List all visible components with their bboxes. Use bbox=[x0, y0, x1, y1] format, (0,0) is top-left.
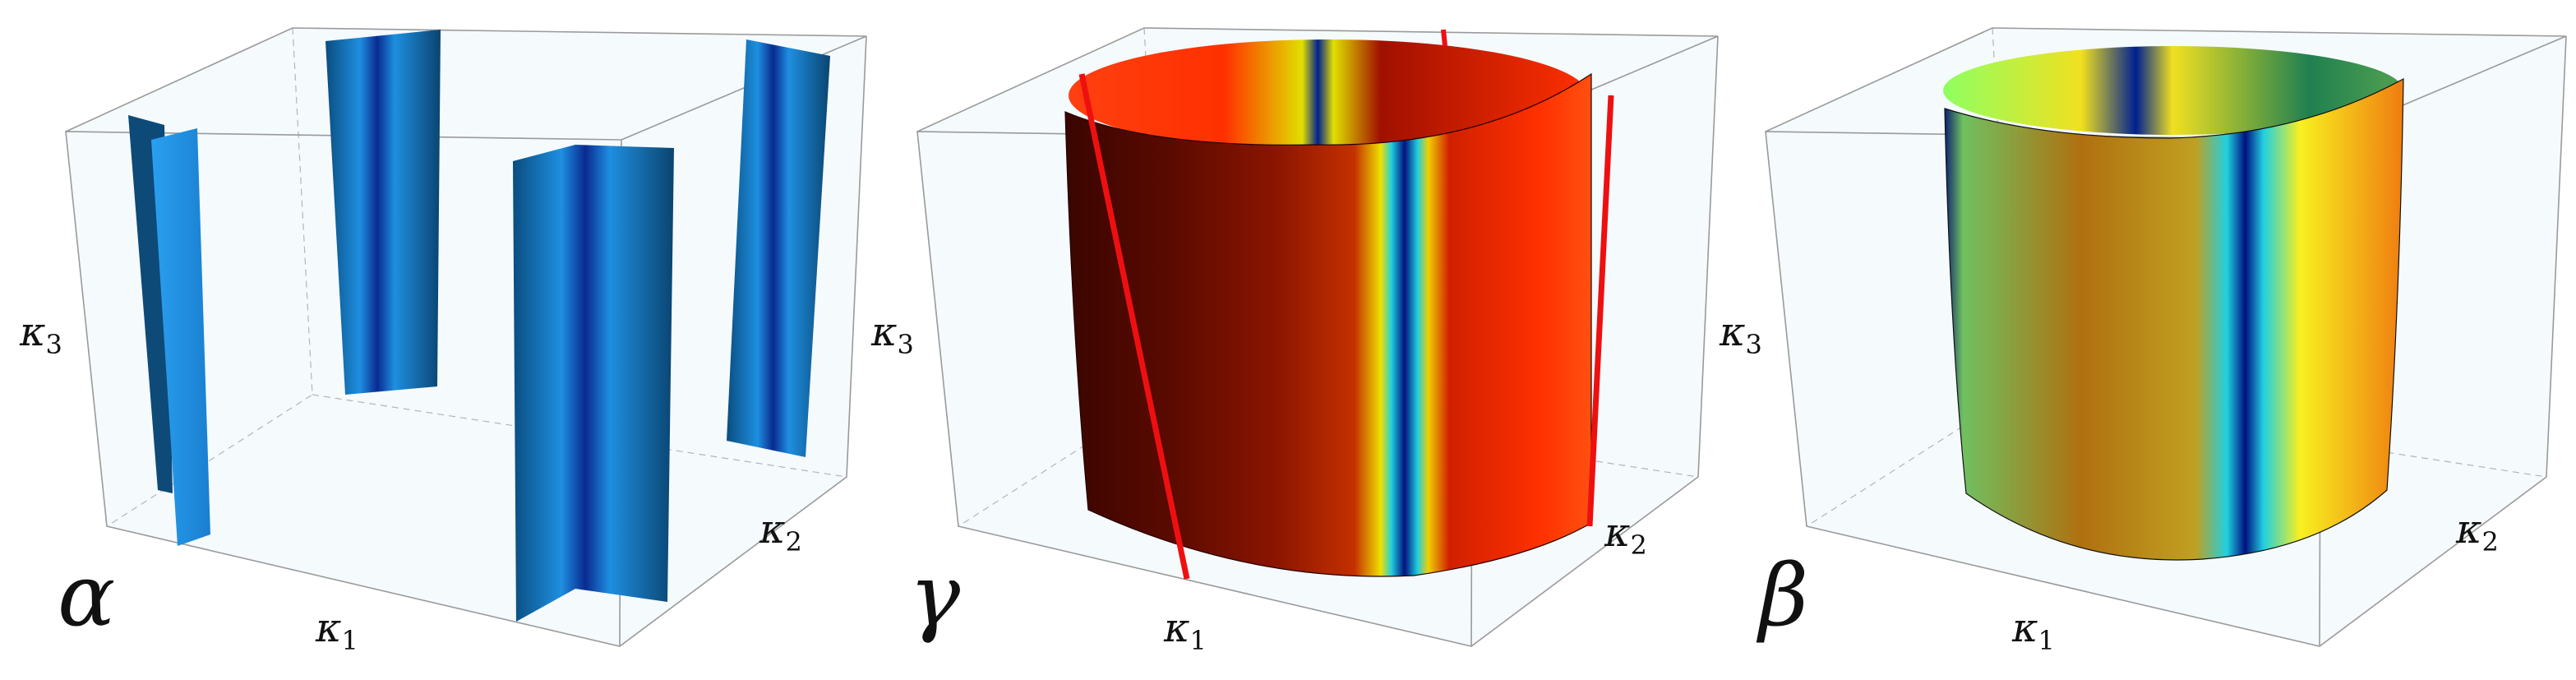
surface-beta bbox=[1943, 46, 2404, 561]
axis-label: κ1 bbox=[315, 605, 358, 656]
axis-index: 3 bbox=[1745, 329, 1761, 360]
axis-index: 1 bbox=[341, 625, 358, 656]
axis-symbol: κ bbox=[2455, 507, 2481, 553]
panel-label: γ bbox=[909, 545, 961, 645]
axis-symbol: κ bbox=[1163, 605, 1189, 651]
axis-label: κ3 bbox=[19, 309, 62, 360]
axis-label: κ3 bbox=[870, 309, 914, 360]
labels-gamma: γ κ3 κ1 κ2 bbox=[870, 309, 1647, 656]
axis-symbol: κ bbox=[2011, 605, 2038, 651]
axis-label: κ2 bbox=[1604, 510, 1647, 561]
axis-symbol: κ bbox=[759, 507, 785, 553]
axis-symbol: κ bbox=[19, 309, 45, 355]
axis-index: 1 bbox=[2038, 625, 2054, 656]
axis-index: 2 bbox=[1630, 530, 1646, 561]
panel-label: β bbox=[1756, 545, 1808, 645]
axis-label: κ1 bbox=[1163, 605, 1207, 656]
axis-label: κ3 bbox=[1719, 309, 1762, 360]
labels-beta: β κ3 κ1 κ2 bbox=[1719, 309, 2499, 656]
axis-label: κ2 bbox=[759, 507, 802, 557]
axis-label: κ1 bbox=[2011, 605, 2055, 656]
surface-alpha bbox=[128, 30, 830, 622]
axis-symbol: κ bbox=[315, 605, 341, 651]
axis-index: 3 bbox=[897, 329, 913, 360]
axis-symbol: κ bbox=[1719, 309, 1745, 355]
labels-alpha: α κ3 κ1 κ2 bbox=[19, 309, 802, 656]
axis-index: 2 bbox=[785, 526, 801, 557]
panel-label: α bbox=[58, 545, 115, 645]
axis-symbol: κ bbox=[1604, 510, 1630, 556]
axis-index: 1 bbox=[1189, 625, 1206, 656]
surface-gamma bbox=[1064, 29, 1614, 580]
axis-index: 3 bbox=[45, 329, 62, 360]
axis-label: κ2 bbox=[2455, 507, 2499, 557]
axis-symbol: κ bbox=[870, 309, 897, 355]
axis-index: 2 bbox=[2481, 526, 2498, 557]
